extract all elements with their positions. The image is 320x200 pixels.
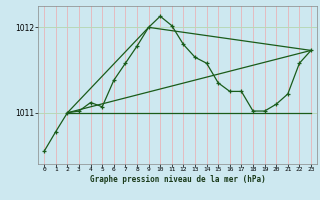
- X-axis label: Graphe pression niveau de la mer (hPa): Graphe pression niveau de la mer (hPa): [90, 175, 266, 184]
